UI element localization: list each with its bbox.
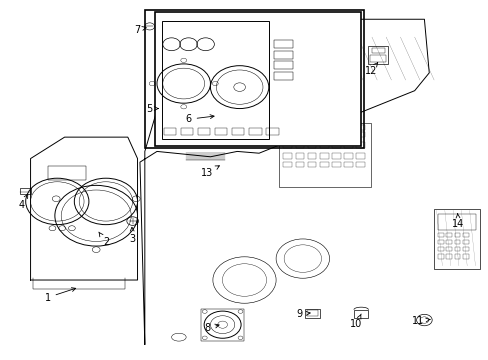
Bar bbox=[144, 10, 363, 148]
Bar bbox=[433, 208, 479, 269]
Bar bbox=[319, 143, 328, 148]
Bar bbox=[319, 132, 328, 137]
Bar bbox=[307, 125, 316, 130]
Bar bbox=[331, 132, 340, 137]
Bar bbox=[446, 233, 451, 237]
Bar bbox=[319, 153, 328, 158]
Text: 14: 14 bbox=[451, 213, 464, 229]
Bar bbox=[273, 72, 292, 80]
Bar bbox=[283, 153, 291, 158]
Bar bbox=[353, 310, 368, 318]
Bar bbox=[295, 162, 304, 167]
Text: 8: 8 bbox=[204, 323, 219, 333]
Bar bbox=[344, 162, 352, 167]
Bar bbox=[437, 254, 443, 258]
Bar bbox=[232, 128, 244, 135]
Bar bbox=[370, 55, 385, 63]
Bar bbox=[462, 254, 468, 258]
Bar bbox=[344, 143, 352, 148]
Text: 7: 7 bbox=[133, 25, 146, 35]
Bar bbox=[283, 143, 291, 148]
Text: 11: 11 bbox=[411, 316, 429, 326]
Bar bbox=[283, 132, 291, 137]
Bar bbox=[368, 46, 387, 64]
Bar bbox=[344, 153, 352, 158]
Bar bbox=[446, 240, 451, 244]
Text: 10: 10 bbox=[349, 314, 362, 329]
Bar bbox=[454, 247, 459, 251]
Bar bbox=[162, 21, 268, 139]
Bar bbox=[295, 132, 304, 137]
Bar bbox=[305, 309, 319, 318]
Bar bbox=[331, 162, 340, 167]
Bar bbox=[331, 143, 340, 148]
Bar bbox=[454, 254, 459, 258]
Bar bbox=[295, 125, 304, 130]
Text: 2: 2 bbox=[99, 232, 109, 247]
Bar bbox=[249, 128, 261, 135]
Bar bbox=[283, 125, 291, 130]
Bar bbox=[356, 162, 365, 167]
Bar bbox=[454, 240, 459, 244]
Bar bbox=[295, 143, 304, 148]
Text: 1: 1 bbox=[44, 288, 76, 302]
Text: 4: 4 bbox=[19, 194, 28, 210]
Bar bbox=[295, 153, 304, 158]
Bar bbox=[437, 233, 443, 237]
Bar bbox=[283, 162, 291, 167]
Bar bbox=[215, 128, 227, 135]
Bar bbox=[306, 310, 317, 316]
Bar bbox=[307, 153, 316, 158]
Bar bbox=[356, 153, 365, 158]
Bar bbox=[446, 254, 451, 258]
Bar bbox=[307, 162, 316, 167]
Bar bbox=[344, 125, 352, 130]
Bar bbox=[344, 132, 352, 137]
Bar bbox=[47, 166, 86, 180]
Bar bbox=[307, 132, 316, 137]
Bar bbox=[462, 240, 468, 244]
Bar bbox=[273, 62, 292, 69]
Bar bbox=[462, 247, 468, 251]
Bar bbox=[437, 247, 443, 251]
Bar bbox=[273, 40, 292, 48]
Bar bbox=[462, 233, 468, 237]
Bar bbox=[319, 125, 328, 130]
Bar bbox=[356, 132, 365, 137]
Bar bbox=[331, 125, 340, 130]
Bar bbox=[371, 48, 384, 53]
Text: 12: 12 bbox=[364, 63, 377, 76]
Bar bbox=[319, 162, 328, 167]
Bar bbox=[446, 247, 451, 251]
Bar bbox=[307, 143, 316, 148]
Bar bbox=[266, 128, 278, 135]
Bar bbox=[437, 214, 475, 230]
Text: 3: 3 bbox=[129, 227, 136, 244]
Text: 9: 9 bbox=[296, 309, 309, 319]
Bar bbox=[20, 188, 30, 194]
Bar bbox=[356, 125, 365, 130]
Text: 13: 13 bbox=[200, 166, 219, 178]
Bar bbox=[278, 123, 370, 187]
Bar bbox=[198, 128, 210, 135]
Bar bbox=[164, 128, 176, 135]
Bar bbox=[181, 128, 193, 135]
Bar bbox=[154, 12, 361, 146]
Bar bbox=[437, 240, 443, 244]
Bar bbox=[454, 233, 459, 237]
Bar bbox=[331, 153, 340, 158]
Bar bbox=[273, 51, 292, 59]
Text: 6: 6 bbox=[185, 114, 214, 124]
Bar bbox=[356, 143, 365, 148]
Text: 5: 5 bbox=[145, 104, 158, 113]
